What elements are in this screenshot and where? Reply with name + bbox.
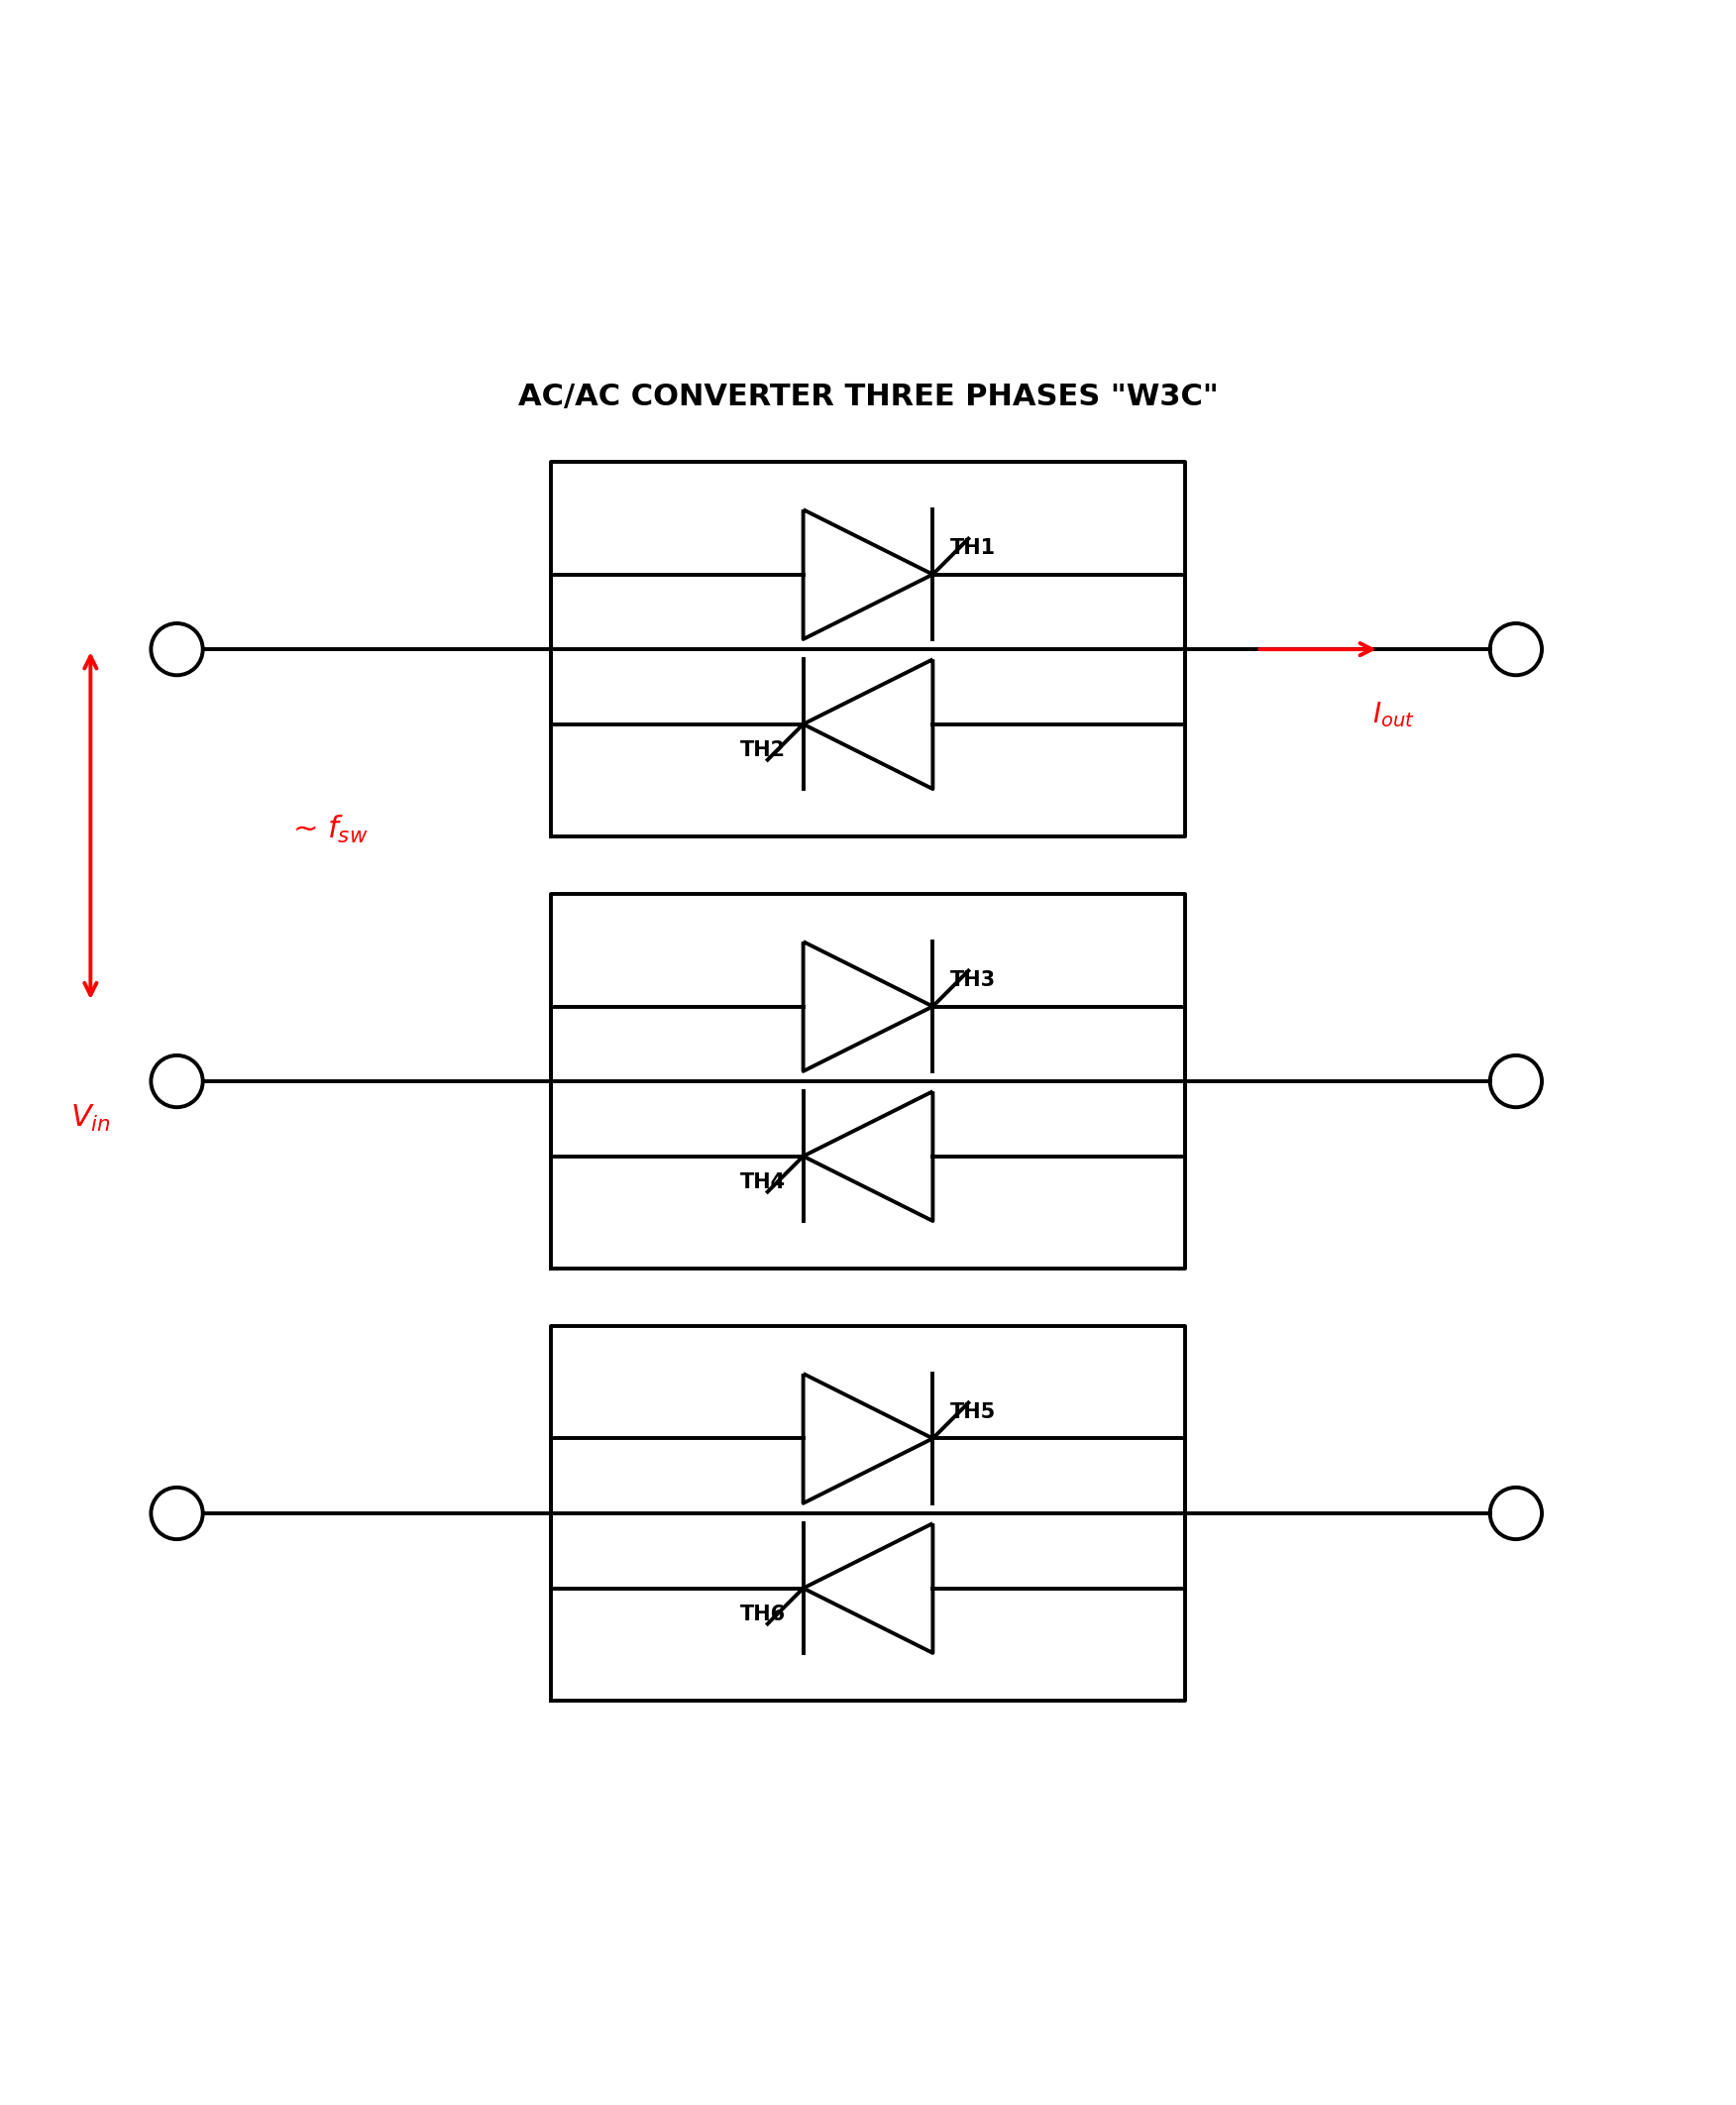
Text: $I_{out}$: $I_{out}$ — [1371, 699, 1415, 728]
Text: ~ $f_{sw}$: ~ $f_{sw}$ — [292, 813, 368, 846]
Text: TH3: TH3 — [950, 970, 996, 989]
Text: AC/AC CONVERTER THREE PHASES "W3C": AC/AC CONVERTER THREE PHASES "W3C" — [517, 383, 1219, 413]
Text: $V_{in}$: $V_{in}$ — [69, 1103, 111, 1135]
Text: TH4: TH4 — [740, 1172, 786, 1191]
Text: TH6: TH6 — [740, 1604, 786, 1625]
Text: TH2: TH2 — [740, 741, 786, 760]
Text: TH1: TH1 — [950, 539, 996, 558]
Text: TH5: TH5 — [950, 1402, 996, 1423]
